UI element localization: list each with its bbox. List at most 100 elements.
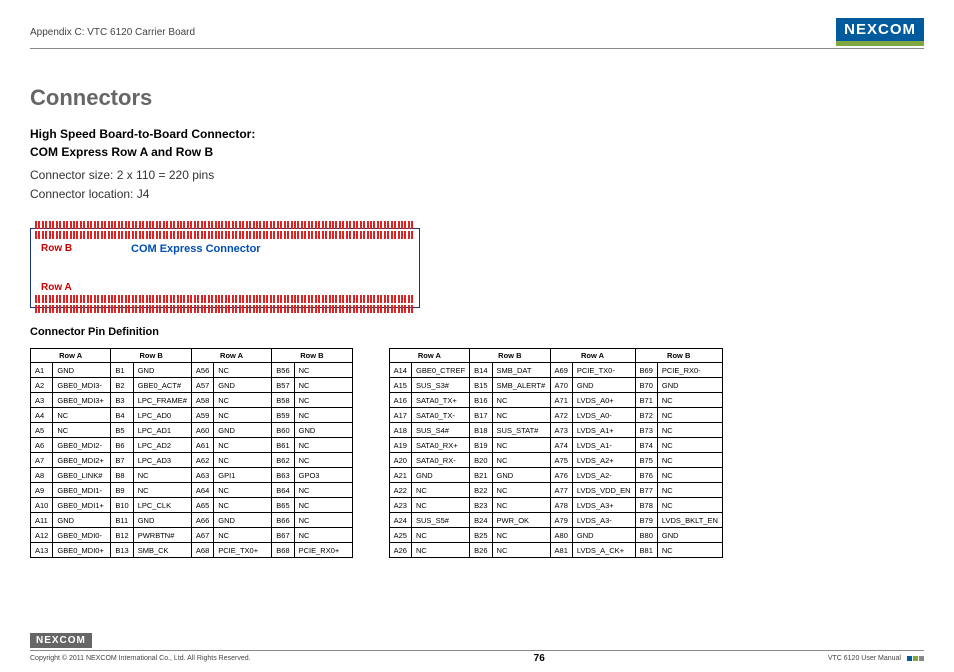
pins-bot-outer [35,305,415,315]
th-rowb: Row B [470,349,550,363]
table-row: A16SATA0_TX+B16NCA71LVDS_A0+B71NC [389,393,722,408]
pin-cell: A17 [389,408,411,423]
pin-cell: A58 [191,393,213,408]
table-row: A6GBE0_MDI2-B6LPC_AD2A61NCB61NC [31,438,353,453]
signal-cell: GBE0_MDI3+ [53,393,111,408]
signal-cell: NC [214,393,272,408]
th-rowa: Row A [389,349,470,363]
table-row: A14GBE0_CTREFB14SMB_DATA69PCIE_TX0-B69PC… [389,363,722,378]
pin-cell: A2 [31,378,53,393]
footer-manual: VTC 6120 User Manual [828,655,901,662]
footer-page: 76 [534,653,545,664]
desc-location: Connector location: J4 [30,187,149,201]
pin-cell: B72 [635,408,657,423]
pin-cell: B3 [111,393,133,408]
pin-cell: A79 [550,513,572,528]
pin-cell: B79 [635,513,657,528]
table-row: A23NCB23NCA78LVDS_A3+B78NC [389,498,722,513]
pin-cell: A74 [550,438,572,453]
signal-cell: GBE0_MDI3- [53,378,111,393]
table-row: A26NCB26NCA81LVDS_A_CK+B81NC [389,543,722,558]
pin-cell: B77 [635,483,657,498]
signal-cell: NC [294,498,352,513]
pin-cell: A71 [550,393,572,408]
pin-cell: B21 [470,468,492,483]
signal-cell: NC [657,468,722,483]
pin-cell: B2 [111,378,133,393]
pin-cell: B22 [470,483,492,498]
pin-cell: A75 [550,453,572,468]
pin-cell: B19 [470,438,492,453]
pin-cell: A3 [31,393,53,408]
table-row: A3GBE0_MDI3+B3LPC_FRAME#A58NCB58NC [31,393,353,408]
pin-cell: A18 [389,423,411,438]
table-row: A19SATA0_RX+B19NCA74LVDS_A1-B74NC [389,438,722,453]
signal-cell: LPC_FRAME# [133,393,191,408]
pin-cell: B17 [470,408,492,423]
th-rowa: Row A [191,349,271,363]
signal-cell: GBE0_MDI2- [53,438,111,453]
signal-cell: GND [53,363,111,378]
pin-cell: A16 [389,393,411,408]
signal-cell: NC [53,408,111,423]
pin-cell: A68 [191,543,213,558]
signal-cell: NC [657,483,722,498]
table-row: A12GBE0_MDI0-B12PWRBTN#A67NCB67NC [31,528,353,543]
pin-cell: A14 [389,363,411,378]
signal-cell: SUS_S4# [411,423,469,438]
signal-cell: NC [657,393,722,408]
pin-tables-container: Row A Row B Row A Row B A1GNDB1GNDA56NCB… [30,348,924,558]
signal-cell: GND [572,528,635,543]
pin-cell: A57 [191,378,213,393]
table-header-row: Row A Row B Row A Row B [31,349,353,363]
logo-text: NEXCOM [836,18,924,41]
signal-cell: GND [133,513,191,528]
pin-cell: A9 [31,483,53,498]
pin-cell: B81 [635,543,657,558]
signal-cell: LVDS_BKLT_EN [657,513,722,528]
signal-cell: GND [214,378,272,393]
pin-cell: B18 [470,423,492,438]
signal-cell: LVDS_A3- [572,513,635,528]
logo-underline [836,41,924,46]
pin-cell: B5 [111,423,133,438]
signal-cell: PWRBTN# [133,528,191,543]
pin-cell: A80 [550,528,572,543]
signal-cell: PCIE_RX0+ [294,543,352,558]
pin-cell: A10 [31,498,53,513]
pin-cell: B24 [470,513,492,528]
page-header: Appendix C: VTC 6120 Carrier Board NEXCO… [30,18,924,49]
pin-cell: B57 [272,378,294,393]
pin-cell: A66 [191,513,213,528]
signal-cell: NC [492,543,550,558]
th-rowb: Row B [635,349,722,363]
signal-cell: GBE0_MDI2+ [53,453,111,468]
signal-cell: NC [133,468,191,483]
signal-cell: NC [53,423,111,438]
signal-cell: NC [294,393,352,408]
th-rowb: Row B [272,349,352,363]
table-row: A2GBE0_MDI3-B2GBE0_ACT#A57GNDB57NC [31,378,353,393]
signal-cell: SUS_STAT# [492,423,550,438]
signal-cell: SATA0_RX+ [411,438,469,453]
footer-copyright: Copyright © 2011 NEXCOM International Co… [30,655,251,662]
pin-cell: B66 [272,513,294,528]
pin-cell: B15 [470,378,492,393]
pin-cell: A76 [550,468,572,483]
pin-cell: A19 [389,438,411,453]
pin-cell: B68 [272,543,294,558]
signal-cell: GPI1 [214,468,272,483]
signal-cell: SMB_CK [133,543,191,558]
signal-cell: NC [492,408,550,423]
signal-cell: NC [294,513,352,528]
pin-cell: A23 [389,498,411,513]
pin-cell: B74 [635,438,657,453]
diagram-center-label: COM Express Connector [131,243,261,255]
pin-cell: A8 [31,468,53,483]
table-row: A11GNDB11GNDA66GNDB66NC [31,513,353,528]
pins-bot-inner [35,295,415,305]
signal-cell: NC [492,393,550,408]
signal-cell: NC [294,363,352,378]
signal-cell: NC [411,498,469,513]
table-row: A22NCB22NCA77LVDS_VDD_ENB77NC [389,483,722,498]
